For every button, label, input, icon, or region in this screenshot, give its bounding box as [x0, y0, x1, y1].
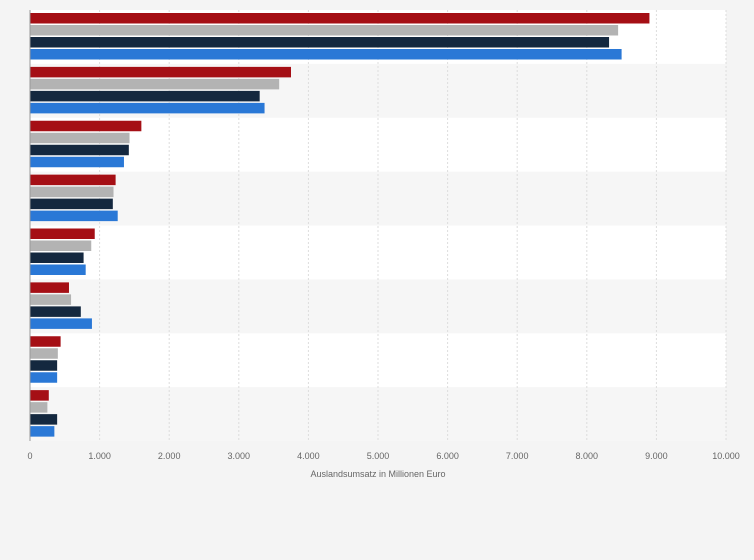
bar[interactable] — [30, 132, 130, 144]
bars — [30, 13, 650, 437]
x-axis-title: Auslandsumsatz in Millionen Euro — [310, 469, 445, 479]
bar[interactable] — [30, 25, 619, 36]
bar[interactable] — [30, 390, 49, 401]
bar[interactable] — [30, 144, 129, 156]
x-tick-labels: 0 1.000 2.000 3.000 4.000 5.000 6.000 7.000 8.00… — [27, 451, 739, 461]
bar[interactable] — [30, 240, 92, 252]
x-tick-label: 4.000 — [297, 451, 320, 461]
bar[interactable] — [30, 402, 48, 413]
bar[interactable] — [30, 13, 650, 24]
bar[interactable] — [30, 252, 84, 264]
bar[interactable] — [30, 414, 58, 425]
x-tick-label: 2.000 — [158, 451, 181, 461]
bar[interactable] — [30, 318, 92, 329]
bar[interactable] — [30, 372, 58, 383]
bar[interactable] — [30, 90, 260, 102]
x-tick-label: 3.000 — [228, 451, 251, 461]
bar[interactable] — [30, 174, 116, 186]
bar[interactable] — [30, 360, 58, 371]
bar[interactable] — [30, 156, 124, 168]
x-tick-label: 6.000 — [436, 451, 459, 461]
bar[interactable] — [30, 282, 69, 293]
x-tick-label: 10.000 — [712, 451, 740, 461]
x-tick-label: 9.000 — [645, 451, 668, 461]
x-tick-label: 8.000 — [576, 451, 599, 461]
bar[interactable] — [30, 228, 95, 240]
bar[interactable] — [30, 264, 86, 276]
bar[interactable] — [30, 336, 61, 347]
bar[interactable] — [30, 210, 118, 222]
x-tick-label: 1.000 — [88, 451, 111, 461]
bar[interactable] — [30, 66, 291, 78]
x-tick-label: 7.000 — [506, 451, 529, 461]
bar[interactable] — [30, 37, 610, 48]
bar[interactable] — [30, 49, 622, 60]
bar[interactable] — [30, 186, 114, 198]
bar[interactable] — [30, 294, 72, 305]
bar[interactable] — [30, 102, 265, 114]
bar[interactable] — [30, 78, 280, 90]
bar[interactable] — [30, 198, 113, 210]
bar[interactable] — [30, 426, 55, 437]
x-tick-label: 5.000 — [367, 451, 390, 461]
bar[interactable] — [30, 348, 58, 359]
x-tick-label: 0 — [27, 451, 32, 461]
bar[interactable] — [30, 306, 81, 317]
bar[interactable] — [30, 120, 142, 132]
